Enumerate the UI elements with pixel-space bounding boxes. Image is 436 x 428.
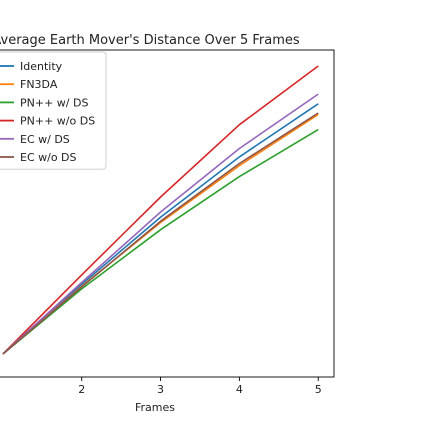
series-line-3 (2, 128, 319, 355)
x-tick-label-4: 4 (236, 383, 243, 396)
x-tick-label-2: 2 (78, 383, 85, 396)
x-axis-label: Frames (135, 401, 175, 414)
legend-box (0, 51, 107, 170)
series-line-4 (2, 65, 319, 355)
x-tick-label-3: 3 (157, 383, 164, 396)
plot-area (0, 49, 335, 378)
series-line-6 (2, 112, 319, 355)
plot-frame (0, 49, 335, 378)
legend-label-1: Identity (20, 60, 63, 73)
series-line-5 (2, 93, 319, 355)
legend-label-3: PN++ w/ DS (20, 96, 88, 109)
series-line-1 (2, 103, 319, 355)
legend: Identity FN3DA PN++ w/ DS PN++ w/o DS EC w/ … (0, 51, 107, 170)
legend-label-6: EC w/o DS (20, 151, 77, 164)
legend-label-5: EC w/ DS (20, 133, 70, 146)
chart-title: Average Earth Mover's Distance Over 5 Fr… (0, 33, 300, 48)
x-tick-label-5: 5 (315, 383, 322, 396)
legend-label-4: PN++ w/o DS (20, 115, 95, 128)
x-axis: 2 3 4 5 (78, 377, 322, 396)
series-lines (2, 65, 319, 355)
legend-label-2: FN3DA (20, 78, 58, 91)
